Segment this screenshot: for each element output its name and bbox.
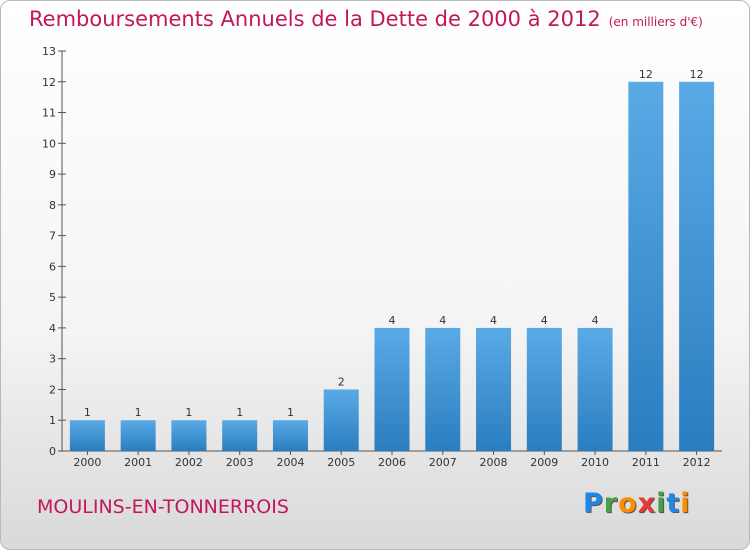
- proxiti-logo: Proxiti: [583, 488, 691, 519]
- x-tick-label: 2007: [429, 456, 457, 469]
- data-label: 1: [236, 406, 243, 419]
- data-label: 12: [690, 68, 704, 81]
- y-tick-label: 3: [49, 353, 56, 366]
- commune-name: MOULINS-EN-TONNERROIS: [37, 496, 289, 518]
- logo-letter: r: [603, 488, 619, 519]
- logo-letter: P: [583, 488, 604, 519]
- y-tick-label: 6: [49, 260, 56, 273]
- y-tick-label: 4: [49, 322, 56, 335]
- x-tick-label: 2003: [226, 456, 254, 469]
- data-label: 1: [185, 406, 192, 419]
- data-label: 4: [439, 314, 446, 327]
- x-tick-label: 2009: [530, 456, 558, 469]
- bar: [222, 420, 258, 451]
- chart-subtitle: (en milliers d'€): [608, 15, 703, 29]
- bar: [577, 327, 613, 451]
- chart-title: Remboursements Annuels de la Dette de 20…: [29, 7, 703, 31]
- y-tick-label: 12: [42, 76, 56, 89]
- x-tick-label: 2001: [124, 456, 152, 469]
- x-tick-label: 2010: [581, 456, 609, 469]
- x-tick-label: 2012: [683, 456, 711, 469]
- y-tick-label: 7: [49, 230, 56, 243]
- y-tick-label: 13: [42, 45, 56, 58]
- bar: [628, 81, 664, 452]
- y-tick-label: 2: [49, 383, 56, 396]
- bar: [120, 420, 156, 451]
- x-tick-label: 2004: [276, 456, 304, 469]
- logo-letter: x: [637, 488, 657, 519]
- x-tick-label: 2000: [73, 456, 101, 469]
- logo-letter: i: [680, 488, 691, 519]
- x-tick-label: 2002: [175, 456, 203, 469]
- y-tick-label: 11: [42, 107, 56, 120]
- bar: [476, 327, 512, 451]
- data-label: 1: [84, 406, 91, 419]
- logo-letter: o: [618, 488, 638, 519]
- y-tick-label: 9: [49, 168, 56, 181]
- y-tick-label: 8: [49, 199, 56, 212]
- x-tick-label: 2008: [480, 456, 508, 469]
- data-label: 4: [389, 314, 396, 327]
- data-label: 1: [287, 406, 294, 419]
- x-tick-label: 2005: [327, 456, 355, 469]
- y-tick-label: 5: [49, 291, 56, 304]
- bar: [171, 420, 207, 451]
- logo-letter: t: [666, 488, 681, 519]
- bar: [272, 420, 308, 451]
- bar: [374, 327, 410, 451]
- data-label: 12: [639, 68, 653, 81]
- y-tick-label: 1: [49, 414, 56, 427]
- x-tick-label: 2006: [378, 456, 406, 469]
- y-tick-label: 0: [49, 445, 56, 458]
- data-label: 4: [490, 314, 497, 327]
- bar: [323, 389, 359, 451]
- bar: [679, 81, 715, 452]
- y-tick-label: 10: [42, 137, 56, 150]
- bar: [69, 420, 105, 451]
- x-tick-label: 2011: [632, 456, 660, 469]
- bar: [526, 327, 562, 451]
- data-label: 4: [592, 314, 599, 327]
- data-label: 1: [135, 406, 142, 419]
- bar: [425, 327, 461, 451]
- chart-title-text: Remboursements Annuels de la Dette de 20…: [29, 7, 601, 31]
- logo-letter: i: [656, 488, 667, 519]
- data-label: 4: [541, 314, 548, 327]
- data-label: 2: [338, 375, 345, 388]
